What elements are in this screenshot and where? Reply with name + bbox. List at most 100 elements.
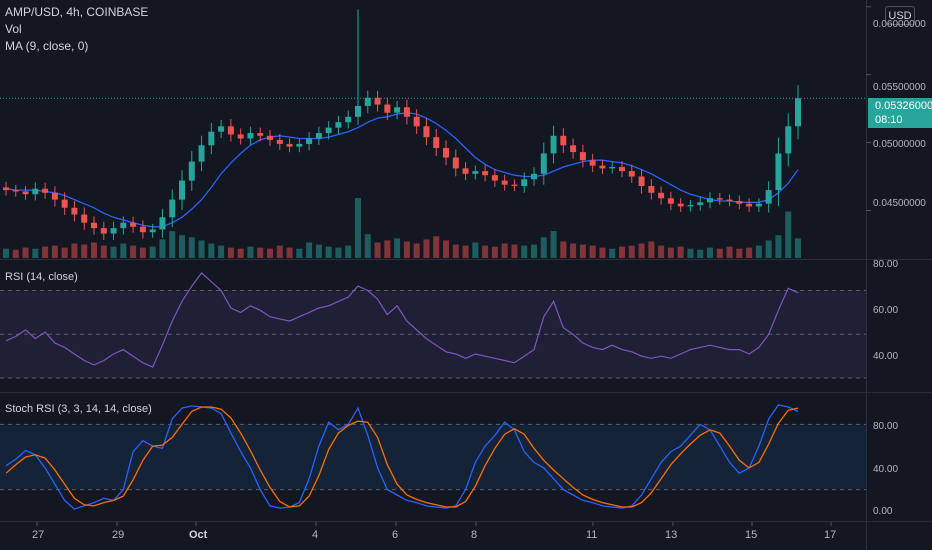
volume-bar — [540, 237, 547, 258]
volume-bar — [130, 245, 137, 258]
candle-body — [51, 192, 58, 200]
candle-body — [61, 199, 68, 208]
volume-legend[interactable]: Vol — [5, 22, 22, 36]
candle-body — [394, 107, 401, 113]
volume-bar — [286, 247, 293, 258]
candle-body — [628, 171, 635, 177]
candle-body — [609, 167, 616, 169]
candle-body — [423, 126, 430, 138]
volume-bar — [658, 245, 665, 258]
candle-body — [736, 200, 743, 204]
rsi-legend[interactable]: RSI (14, close) — [5, 271, 78, 283]
currency-button[interactable]: USD — [885, 6, 915, 25]
volume-bar — [42, 246, 49, 258]
symbol-title: AMP/USD, 4h, COINBASE — [5, 5, 149, 19]
candle-body — [726, 199, 733, 201]
volume-bar — [765, 240, 772, 258]
volume-bar — [32, 248, 39, 258]
candle-body — [707, 198, 713, 203]
candle-body — [472, 171, 479, 174]
candle-body — [403, 107, 410, 117]
volume-bar — [355, 198, 361, 258]
candle-body — [746, 203, 753, 207]
candle-body — [198, 145, 205, 162]
candle-body — [286, 143, 293, 147]
candle-body — [267, 135, 273, 140]
candle-body — [247, 133, 254, 139]
candle-body — [12, 190, 19, 192]
candle-body — [785, 126, 792, 154]
volume-bar — [472, 242, 479, 258]
date-label: 4 — [312, 529, 319, 541]
candle-body — [315, 133, 322, 139]
volume-bar — [61, 247, 68, 258]
volume-bar — [139, 247, 146, 258]
candle-body — [482, 171, 489, 176]
candle-body — [658, 192, 665, 199]
candle-body — [491, 175, 498, 181]
stoch-axis-label: 80.00 — [873, 421, 899, 432]
candle-body — [540, 153, 547, 174]
candle-body — [42, 188, 49, 193]
candle-body — [159, 217, 166, 230]
stoch-rsi-legend[interactable]: Stoch RSI (3, 3, 14, 14, close) — [5, 403, 152, 415]
candle-body — [589, 160, 596, 166]
volume-bar — [697, 249, 704, 258]
volume-bar — [638, 243, 645, 258]
volume-bar — [159, 239, 166, 258]
candle-body — [716, 198, 723, 200]
volume-bar — [22, 247, 29, 258]
volume-bar — [726, 246, 733, 258]
volume-bar — [609, 248, 616, 258]
candle-body — [139, 226, 146, 233]
candle-body — [227, 126, 234, 135]
candle-body — [570, 145, 577, 153]
volume-bar — [570, 243, 577, 258]
candle-body — [306, 138, 313, 144]
volume-bar — [785, 211, 792, 258]
candle-body — [619, 167, 625, 172]
volume-bar — [775, 235, 782, 258]
candle-body — [110, 228, 117, 234]
stoch-k-line — [5, 404, 799, 510]
candle-body — [765, 190, 772, 204]
volume-bar — [149, 246, 156, 258]
volume-bar — [110, 246, 117, 258]
ma-legend[interactable]: MA (9, close, 0) — [5, 39, 89, 53]
volume-bar — [667, 247, 674, 258]
volume-bar — [267, 248, 273, 258]
date-label: 15 — [745, 529, 758, 541]
candle-body — [120, 222, 127, 229]
volume-bar — [335, 247, 342, 258]
candle-body — [32, 188, 39, 195]
candle-body — [374, 97, 381, 105]
date-label: 8 — [471, 529, 478, 541]
volume-bar — [482, 245, 489, 258]
date-label: Oct — [189, 529, 208, 541]
volume-bar — [51, 245, 58, 258]
volume-bar — [306, 242, 313, 258]
volume-bar — [452, 244, 459, 258]
volume-bar — [511, 244, 518, 258]
candle-body — [276, 139, 283, 144]
candle-body — [433, 137, 440, 149]
volume-bar — [296, 248, 303, 258]
price-label: 0.05000000 — [873, 139, 926, 150]
volume-bar — [12, 249, 19, 258]
volume-bar — [384, 240, 391, 258]
volume-bar — [619, 246, 625, 258]
date-label: 27 — [32, 529, 45, 541]
rsi-axis-label: 60.00 — [873, 305, 899, 316]
volume-bar — [628, 245, 635, 258]
candle-body — [443, 148, 449, 158]
candle-body — [81, 214, 88, 223]
candle-body — [501, 180, 508, 185]
candle-body — [531, 173, 537, 180]
candle-body — [149, 229, 156, 233]
volume-bar — [687, 248, 694, 258]
candle-body — [384, 104, 391, 113]
candle-body — [511, 184, 518, 187]
candle-body — [550, 135, 557, 154]
candle-body — [237, 134, 244, 139]
